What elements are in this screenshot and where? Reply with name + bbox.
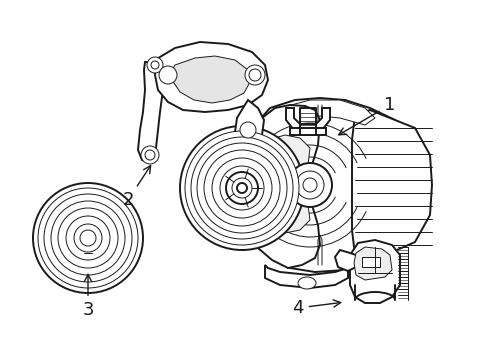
- Ellipse shape: [232, 178, 252, 198]
- Ellipse shape: [298, 277, 316, 289]
- Ellipse shape: [249, 69, 261, 81]
- Polygon shape: [256, 202, 310, 233]
- Ellipse shape: [296, 171, 324, 199]
- Polygon shape: [265, 265, 348, 288]
- Ellipse shape: [226, 172, 258, 204]
- Polygon shape: [286, 108, 330, 135]
- Ellipse shape: [159, 66, 177, 84]
- Ellipse shape: [51, 201, 125, 275]
- Ellipse shape: [44, 194, 132, 282]
- Polygon shape: [350, 240, 400, 303]
- Ellipse shape: [145, 150, 155, 160]
- Text: 2: 2: [122, 166, 150, 209]
- Polygon shape: [155, 42, 268, 112]
- Polygon shape: [354, 247, 392, 280]
- Ellipse shape: [237, 183, 247, 193]
- Polygon shape: [235, 100, 264, 148]
- Text: 1: 1: [339, 96, 396, 135]
- Ellipse shape: [185, 131, 299, 245]
- Ellipse shape: [204, 150, 280, 226]
- Ellipse shape: [33, 183, 143, 293]
- Ellipse shape: [180, 126, 304, 250]
- Polygon shape: [138, 58, 165, 162]
- Ellipse shape: [245, 65, 265, 85]
- Polygon shape: [335, 250, 358, 271]
- Text: 3: 3: [82, 274, 94, 319]
- Polygon shape: [243, 98, 428, 272]
- Ellipse shape: [80, 230, 96, 246]
- Polygon shape: [352, 110, 432, 262]
- Ellipse shape: [288, 163, 332, 207]
- Ellipse shape: [197, 143, 287, 233]
- Polygon shape: [290, 128, 326, 135]
- Ellipse shape: [141, 146, 159, 164]
- Ellipse shape: [212, 158, 272, 218]
- Ellipse shape: [66, 216, 110, 260]
- Ellipse shape: [74, 224, 102, 252]
- Polygon shape: [243, 105, 320, 268]
- Polygon shape: [256, 135, 310, 168]
- Polygon shape: [172, 56, 250, 103]
- Ellipse shape: [191, 137, 293, 239]
- Polygon shape: [362, 257, 380, 267]
- Ellipse shape: [220, 166, 264, 210]
- Ellipse shape: [38, 188, 138, 288]
- Text: 4: 4: [292, 299, 341, 317]
- Ellipse shape: [147, 57, 163, 73]
- Ellipse shape: [151, 61, 159, 69]
- Ellipse shape: [58, 208, 118, 268]
- Polygon shape: [260, 100, 375, 130]
- Ellipse shape: [240, 122, 256, 138]
- Ellipse shape: [303, 178, 317, 192]
